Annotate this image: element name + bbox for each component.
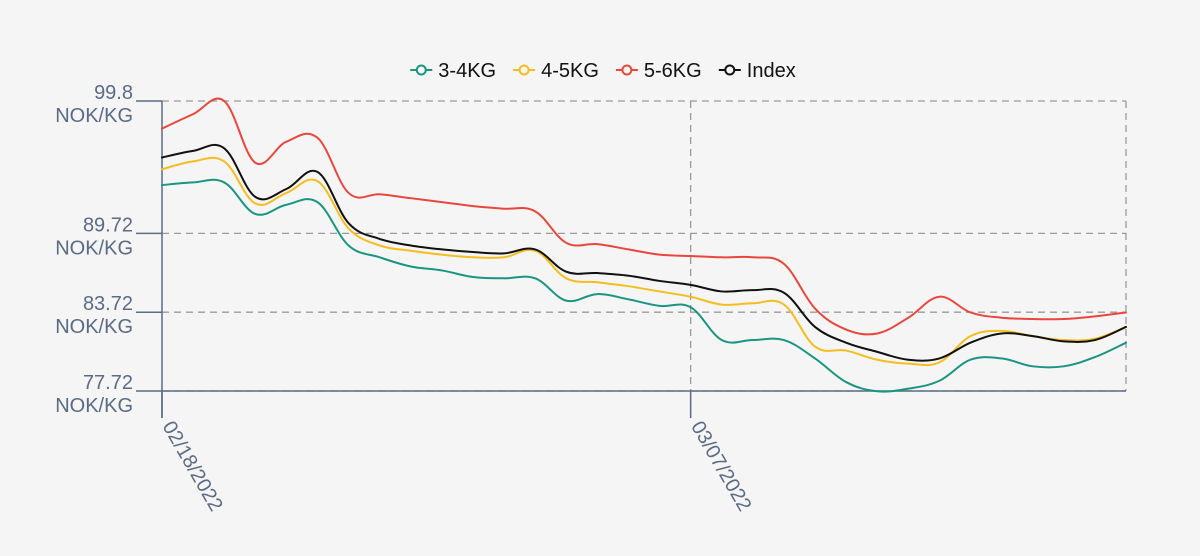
y-tick-label: 89.72: [83, 214, 133, 236]
x-tick-label: 03/07/2022: [686, 418, 755, 516]
series-line-index: [161, 143, 1127, 362]
legend-circle-marker: [415, 64, 427, 76]
series-line-4-5kg: [161, 156, 1127, 367]
legend-label: Index: [747, 60, 796, 82]
legend-item-5-6kg[interactable]: 5-6KG: [615, 60, 702, 82]
grid: [162, 100, 1127, 392]
legend-item-index[interactable]: Index: [718, 60, 796, 82]
legend-circle-marker: [621, 64, 633, 76]
legend-circle-marker: [518, 64, 530, 76]
series-lines: [161, 97, 1127, 393]
legend-label: 4-5KG: [541, 60, 599, 82]
legend: 3-4KG 4-5KG 5-6KG Index: [410, 60, 796, 82]
axes: [161, 101, 1126, 418]
x-tick-label: 02/18/2022: [158, 418, 227, 516]
y-tick-label: 83.72: [83, 293, 133, 315]
y-tick-unit: NOK/KG: [55, 316, 133, 338]
x-axis-ticks: 02/18/2022 03/07/2022: [158, 391, 755, 516]
series-line-3-4kg: [161, 178, 1127, 393]
legend-item-4-5kg[interactable]: 4-5KG: [513, 60, 599, 82]
y-tick-label: 77.72: [83, 372, 133, 394]
legend-label: 3-4KG: [438, 60, 496, 82]
y-axis-ticks: 99.8NOK/KG89.72NOK/KG83.72NOK/KG77.72NOK…: [55, 82, 162, 417]
y-tick-unit: NOK/KG: [55, 105, 133, 127]
y-tick-unit: NOK/KG: [55, 237, 133, 259]
legend-circle-marker: [724, 64, 736, 76]
legend-item-3-4kg[interactable]: 3-4KG: [410, 60, 496, 82]
y-tick-label: 99.8: [94, 82, 133, 104]
series-line-5-6kg: [161, 97, 1127, 336]
legend-label: 5-6KG: [644, 60, 702, 82]
y-tick-unit: NOK/KG: [55, 395, 133, 417]
